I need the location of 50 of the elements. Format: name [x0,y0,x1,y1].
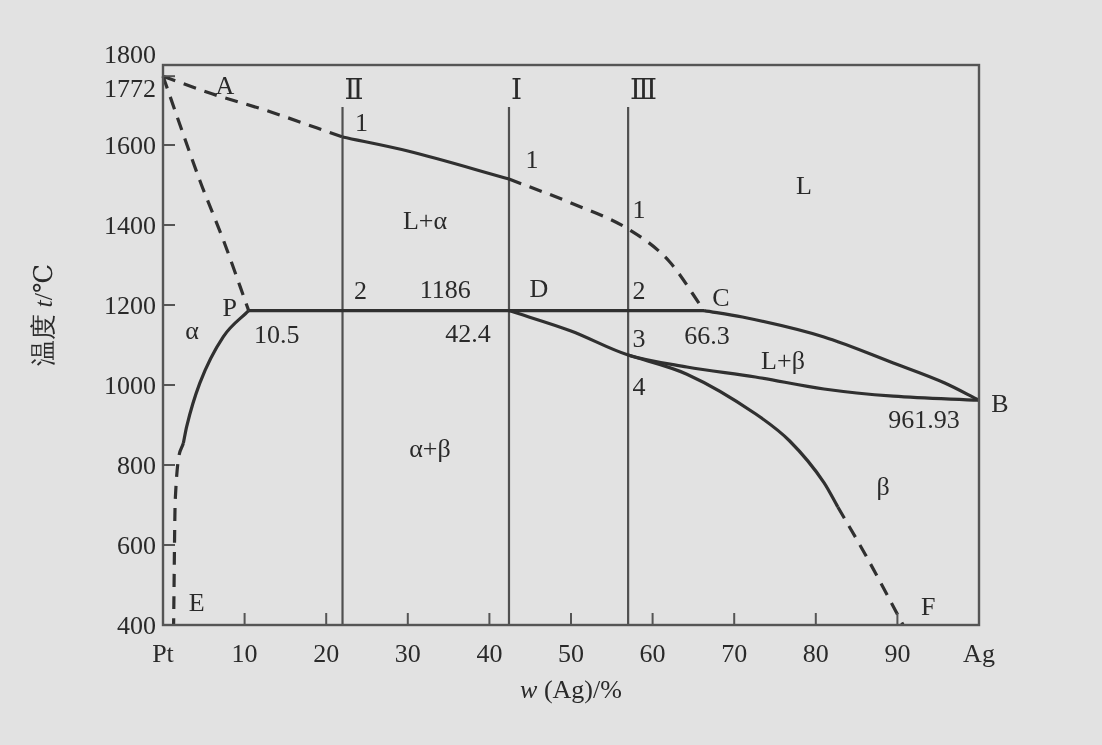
ref-line-label: Ⅰ [510,73,523,105]
annotation: 961.93 [888,404,960,434]
y-tick-label: 1600 [104,130,156,160]
annotation: 42.4 [445,318,491,348]
y-axis-title: 温度 t/℃ [28,263,58,367]
annotation: L+β [761,345,805,375]
annotation: 1186 [419,274,471,304]
annotation: 1 [525,144,539,174]
x-tick-label: 40 [476,638,503,668]
y-tick-label: 1200 [104,290,156,320]
annotation: 3 [632,323,646,353]
annotation: E [188,587,205,617]
annotation: F [920,591,936,621]
annotation: 2 [632,275,646,305]
x-tick-label: 90 [884,638,911,668]
annotation: β [876,471,890,501]
x-tick-label: 10 [231,638,258,668]
x-tick-label: 20 [313,638,340,668]
annotation: L+α [402,205,448,235]
x-tick-label: Pt [152,638,175,668]
x-axis-title: w (Ag)/% [520,674,622,704]
y-tick-label: 1772 [104,73,156,102]
x-tick-label: 80 [802,638,829,668]
annotation: L [796,170,812,200]
annotation: α+β [409,433,451,463]
y-tick-label: 1400 [104,210,156,240]
y-tick-label: 800 [117,450,156,480]
y-tick-label: 1000 [104,370,156,400]
y-tick-label: 1800 [104,39,156,69]
x-tick-label: 70 [721,638,748,668]
annotation: 66.3 [684,320,730,350]
annotation: 10.5 [253,319,300,349]
x-tick-label: 50 [558,638,584,668]
ref-line-label: Ⅱ [344,73,364,105]
annotation: P [222,292,237,322]
x-tick-label: Ag [963,638,995,668]
annotation: D [529,273,549,303]
annotation: C [712,282,730,312]
x-tick-label: 60 [639,638,666,668]
annotation: 1 [632,194,646,224]
annotation: A [215,70,235,100]
annotation: 1 [355,107,369,137]
annotation: 4 [632,371,646,401]
annotation: α [185,315,200,345]
x-tick-label: 30 [394,638,421,668]
annotation: B [991,388,1009,418]
y-tick-label: 400 [117,610,156,640]
y-tick-label: 600 [117,530,156,560]
ref-line-label: Ⅲ [630,73,658,105]
annotation: 2 [354,275,368,305]
